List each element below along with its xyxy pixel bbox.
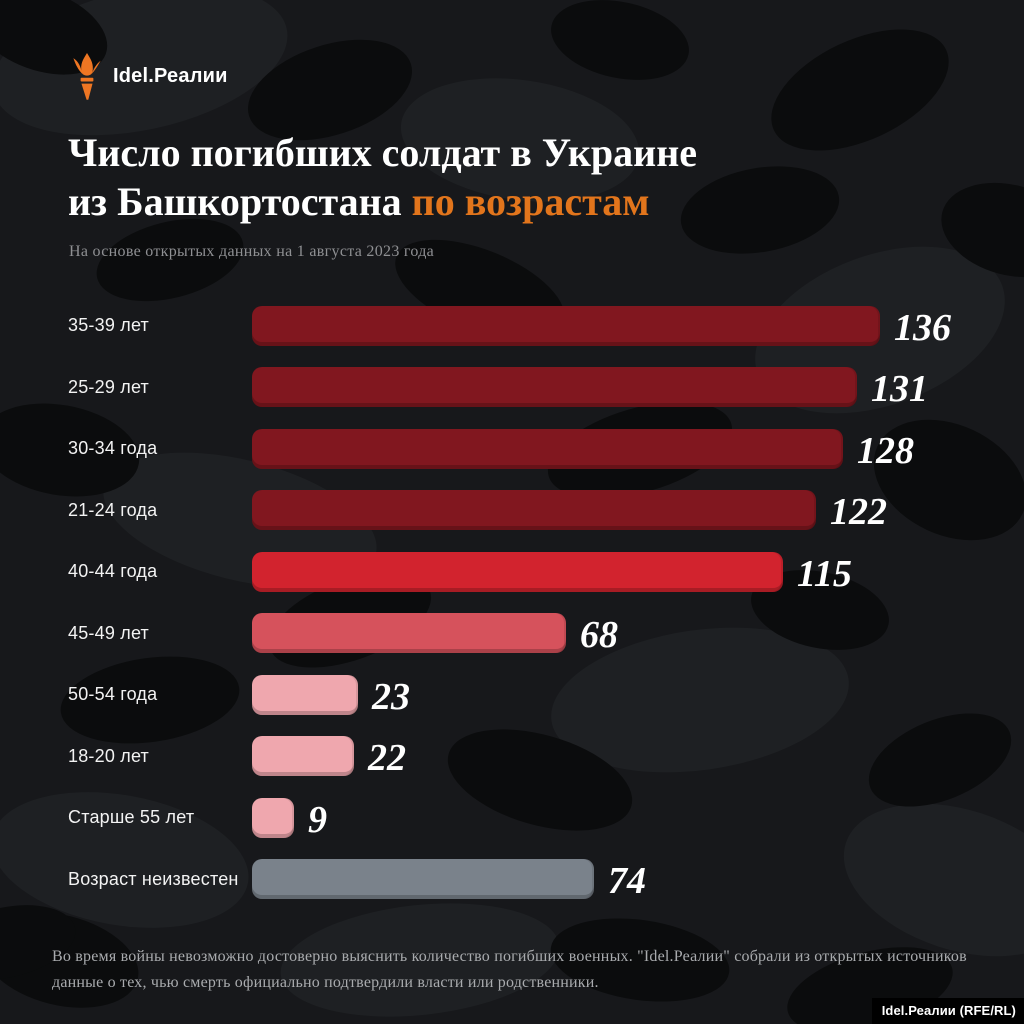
logo-text: Idel.Реалии xyxy=(113,64,228,87)
chart-row: 30-34 года 128 xyxy=(68,418,1014,480)
bar-value: 131 xyxy=(871,368,928,411)
title-line-1: Число погибших солдат в Украине xyxy=(68,130,698,175)
bar xyxy=(252,613,566,654)
age-label: 50-54 года xyxy=(68,684,158,705)
bar xyxy=(252,490,816,531)
age-label: 18-20 лет xyxy=(68,745,149,766)
bar xyxy=(252,551,783,592)
bar xyxy=(252,859,594,900)
chart-row: 21-24 года 122 xyxy=(68,480,1014,542)
bar-value: 115 xyxy=(797,552,852,595)
title-line-2: из Башкортостана по возрастам xyxy=(68,179,650,224)
age-label: 35-39 лет xyxy=(68,315,149,336)
bar-chart: 35-39 лет 136 25-29 лет 131 30-34 года 1… xyxy=(68,295,1014,910)
chart-row: Старше 55 лет 9 xyxy=(68,787,1014,849)
age-label: 25-29 лет xyxy=(68,376,149,397)
bar-value: 23 xyxy=(372,675,410,718)
chart-subtitle: На основе открытых данных на 1 августа 2… xyxy=(69,243,435,260)
bar-value: 74 xyxy=(608,860,646,903)
age-label: 21-24 года xyxy=(68,499,158,520)
bar xyxy=(252,797,294,838)
chart-row: 45-49 лет 68 xyxy=(68,603,1014,665)
bar xyxy=(252,428,843,469)
age-label: 40-44 года xyxy=(68,561,158,582)
age-label: Возраст неизвестен xyxy=(68,868,239,889)
bar xyxy=(252,674,358,715)
bar-value: 122 xyxy=(830,491,887,534)
bar-value: 9 xyxy=(308,798,327,841)
age-label: 30-34 года xyxy=(68,438,158,459)
torch-icon xyxy=(70,52,104,100)
chart-row: 18-20 лет 22 xyxy=(68,726,1014,788)
chart-row: 40-44 года 115 xyxy=(68,541,1014,603)
chart-row: 35-39 лет 136 xyxy=(68,295,1014,357)
bar xyxy=(252,305,880,346)
footnote: Во время войны невозможно достоверно выя… xyxy=(52,948,967,991)
page-title: Число погибших солдат в Украине из Башко… xyxy=(68,128,948,226)
chart-row: 50-54 года 23 xyxy=(68,664,1014,726)
age-label: Старше 55 лет xyxy=(68,807,195,828)
age-label: 45-49 лет xyxy=(68,622,149,643)
bar xyxy=(252,736,354,777)
bar xyxy=(252,367,857,408)
bar-value: 136 xyxy=(894,306,951,349)
title-accent: по возрастам xyxy=(411,179,650,224)
credit-badge: Idel.Реалии (RFE/RL) xyxy=(871,998,1024,1024)
chart-row: 25-29 лет 131 xyxy=(68,357,1014,419)
bar-value: 128 xyxy=(857,429,914,472)
bar-value: 68 xyxy=(580,614,618,657)
brand-logo: Idel.Реалии xyxy=(70,52,228,100)
chart-row: Возраст неизвестен 74 xyxy=(68,849,1014,911)
bar-value: 22 xyxy=(368,737,406,780)
